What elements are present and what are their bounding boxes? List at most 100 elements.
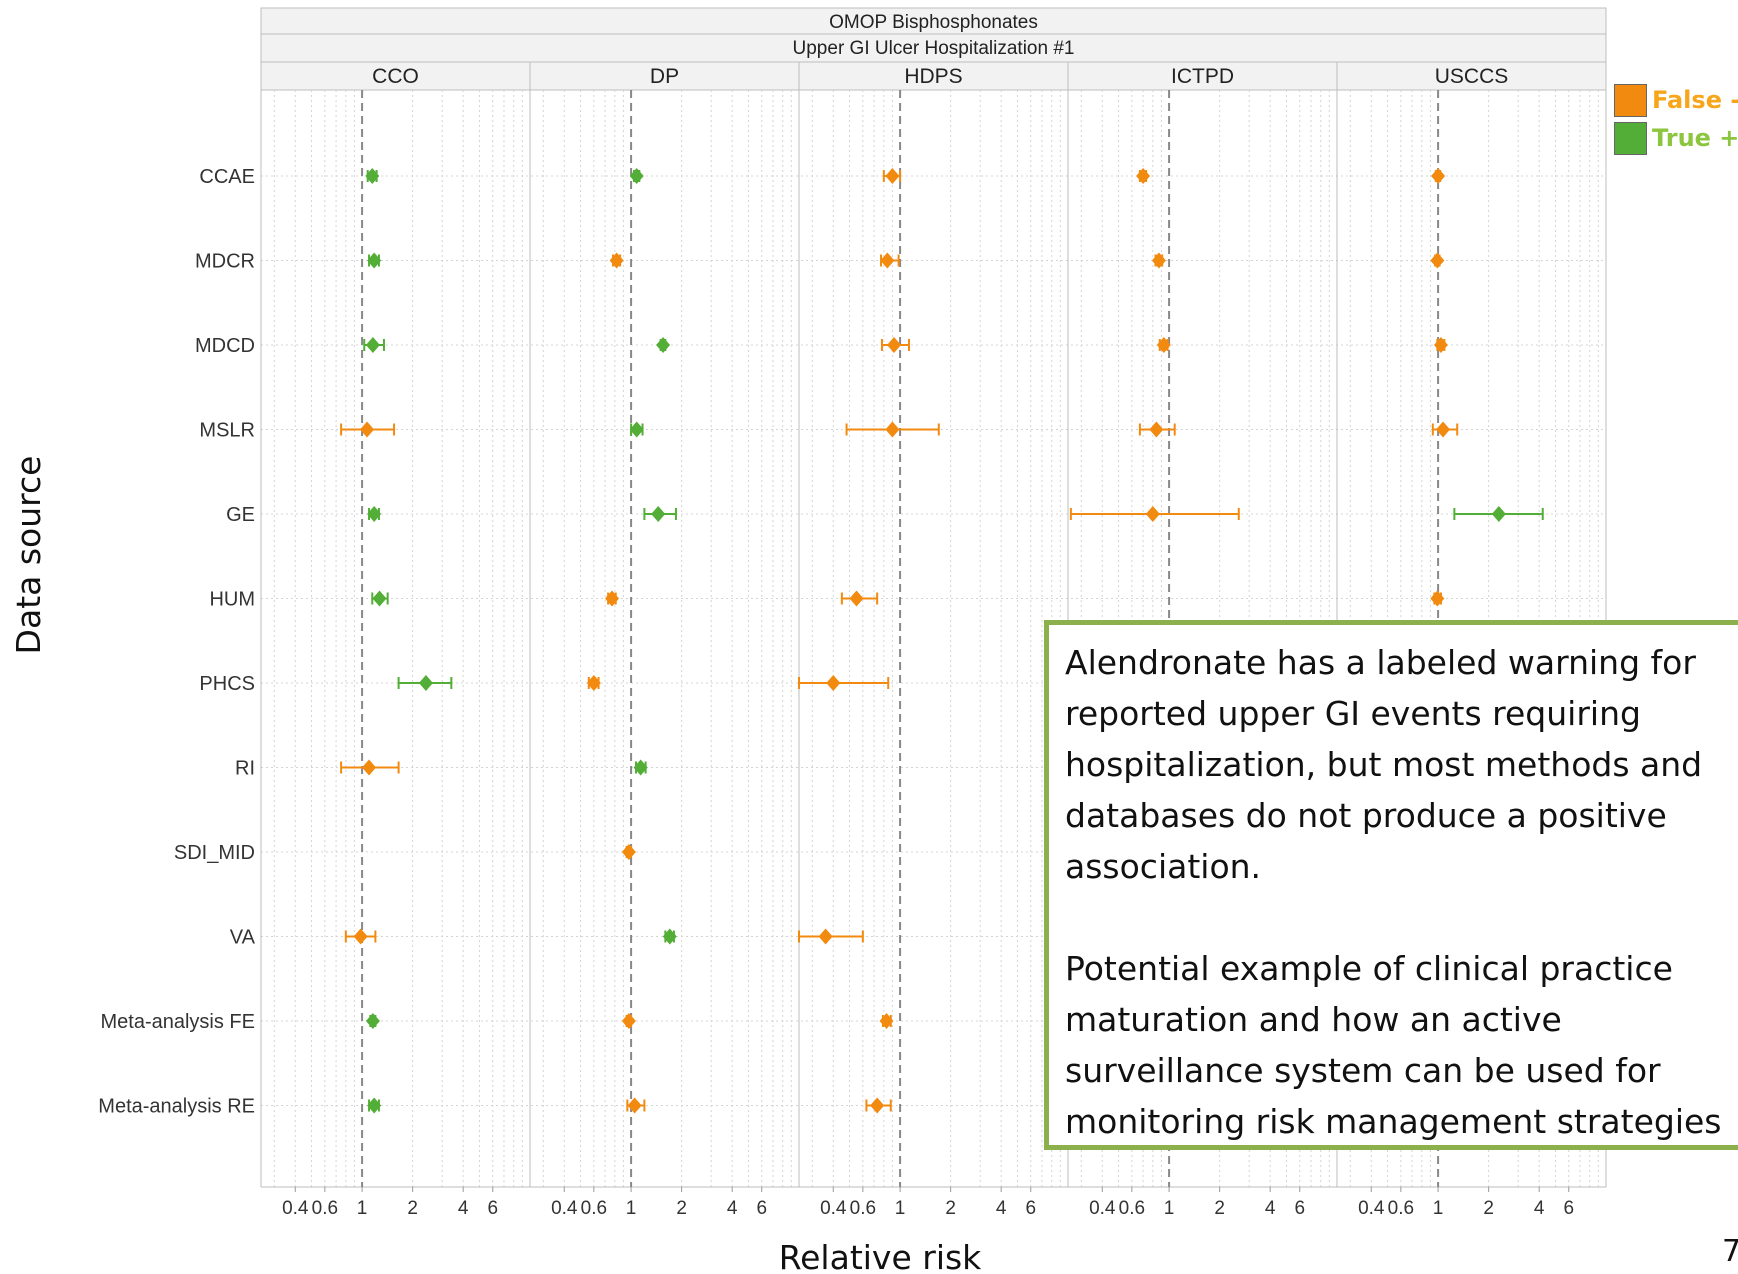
x-tick-label: 0.6 xyxy=(850,1198,876,1219)
point-estimate xyxy=(360,421,375,438)
point-estimate xyxy=(629,421,644,438)
point-estimate xyxy=(353,928,368,945)
x-tick-label: 2 xyxy=(676,1198,687,1219)
point-estimate xyxy=(885,168,900,184)
point-estimate xyxy=(1491,506,1506,522)
point-estimate xyxy=(367,1097,382,1114)
point-estimate xyxy=(1436,421,1451,438)
point-estimate xyxy=(880,252,895,269)
point-estimate xyxy=(1149,421,1164,438)
point-estimate xyxy=(887,337,902,353)
x-tick-label: 6 xyxy=(1294,1198,1305,1219)
point-estimate xyxy=(365,1013,380,1029)
row-label: RI xyxy=(235,758,255,780)
x-tick-label: 2 xyxy=(1214,1198,1225,1219)
title-strip-label: OMOP Bisphosphonates xyxy=(829,12,1038,33)
x-tick-label: 0.4 xyxy=(282,1198,309,1219)
legend-label-true: True + xyxy=(1652,124,1738,152)
facet-label: USCCS xyxy=(1435,65,1509,88)
y-axis-title: Data source xyxy=(9,456,48,655)
x-tick-label: 4 xyxy=(727,1198,738,1219)
subtitle-strip-label: Upper GI Ulcer Hospitalization #1 xyxy=(793,38,1075,59)
point-estimate xyxy=(1430,252,1445,269)
point-estimate xyxy=(586,675,601,691)
page-number: 7 xyxy=(1722,1234,1738,1269)
point-estimate xyxy=(656,337,671,353)
x-tick-label: 6 xyxy=(1563,1198,1574,1219)
x-tick-label: 4 xyxy=(996,1198,1007,1219)
point-estimate xyxy=(605,590,620,607)
x-tick-label: 2 xyxy=(945,1198,956,1219)
point-estimate xyxy=(365,337,380,353)
point-estimate xyxy=(1431,168,1446,184)
point-estimate xyxy=(662,928,677,945)
x-tick-label: 0.6 xyxy=(312,1198,338,1219)
row-label: MDCD xyxy=(195,335,255,357)
facet-label: DP xyxy=(650,65,679,88)
title-strip xyxy=(260,7,1607,35)
point-estimate xyxy=(367,252,382,269)
point-estimate xyxy=(609,252,624,269)
legend-label-false: False - xyxy=(1652,86,1738,114)
point-estimate xyxy=(1430,590,1445,607)
row-label: Meta-analysis RE xyxy=(98,1096,255,1118)
x-tick-label: 1 xyxy=(626,1198,637,1219)
point-estimate xyxy=(621,1013,636,1029)
x-tick-label: 4 xyxy=(1534,1198,1545,1219)
row-label: HUM xyxy=(209,589,255,611)
point-estimate xyxy=(849,590,864,607)
point-estimate xyxy=(621,844,636,860)
point-estimate xyxy=(629,168,644,184)
row-label: MSLR xyxy=(199,420,255,442)
x-tick-label: 0.6 xyxy=(1119,1198,1145,1219)
point-estimate xyxy=(362,759,377,776)
facet-label: HDPS xyxy=(904,65,962,88)
x-tick-label: 1 xyxy=(357,1198,368,1219)
x-tick-label: 0.6 xyxy=(581,1198,607,1219)
point-estimate xyxy=(1433,337,1448,353)
legend-swatch-false xyxy=(1614,84,1647,117)
x-tick-label: 0.4 xyxy=(1089,1198,1116,1219)
point-estimate xyxy=(627,1097,642,1114)
point-estimate xyxy=(818,928,833,945)
x-tick-label: 2 xyxy=(1483,1198,1494,1219)
x-tick-label: 0.4 xyxy=(1358,1198,1385,1219)
point-estimate xyxy=(651,506,666,522)
point-estimate xyxy=(870,1097,885,1114)
point-estimate xyxy=(367,506,382,522)
point-estimate xyxy=(1156,337,1171,353)
point-estimate xyxy=(372,590,387,607)
row-label: SDI_MID xyxy=(174,842,255,864)
x-tick-label: 6 xyxy=(487,1198,498,1219)
legend-swatch-true xyxy=(1614,122,1647,155)
x-tick-label: 1 xyxy=(1433,1198,1444,1219)
x-tick-label: 6 xyxy=(1025,1198,1036,1219)
facet-strip xyxy=(260,61,531,91)
x-tick-label: 4 xyxy=(458,1198,469,1219)
callout-paragraph-1: Alendronate has a labeled warning for re… xyxy=(1065,643,1703,886)
point-estimate xyxy=(633,759,648,776)
row-label: PHCS xyxy=(199,673,255,695)
facet-strip xyxy=(798,61,1069,91)
row-label: VA xyxy=(230,927,256,949)
callout-paragraph-2: Potential example of clinical practice m… xyxy=(1065,949,1722,1141)
facet-label: CCO xyxy=(372,65,419,88)
point-estimate xyxy=(365,168,380,184)
point-estimate xyxy=(879,1013,894,1029)
point-estimate xyxy=(885,421,900,438)
x-tick-label: 2 xyxy=(407,1198,418,1219)
point-estimate xyxy=(1136,168,1151,184)
x-axis-title: Relative risk xyxy=(779,1238,982,1274)
x-tick-label: 4 xyxy=(1265,1198,1276,1219)
point-estimate xyxy=(418,675,433,691)
row-label: MDCR xyxy=(195,251,255,273)
annotation-callout: Alendronate has a labeled warning for re… xyxy=(1044,620,1738,1150)
row-label: CCAE xyxy=(199,166,255,188)
row-label: Meta-analysis FE xyxy=(101,1011,256,1033)
point-estimate xyxy=(826,675,841,691)
x-tick-label: 6 xyxy=(756,1198,767,1219)
point-estimate xyxy=(1145,506,1160,522)
facet-strip xyxy=(1336,61,1607,91)
facet-label: ICTPD xyxy=(1171,65,1234,88)
